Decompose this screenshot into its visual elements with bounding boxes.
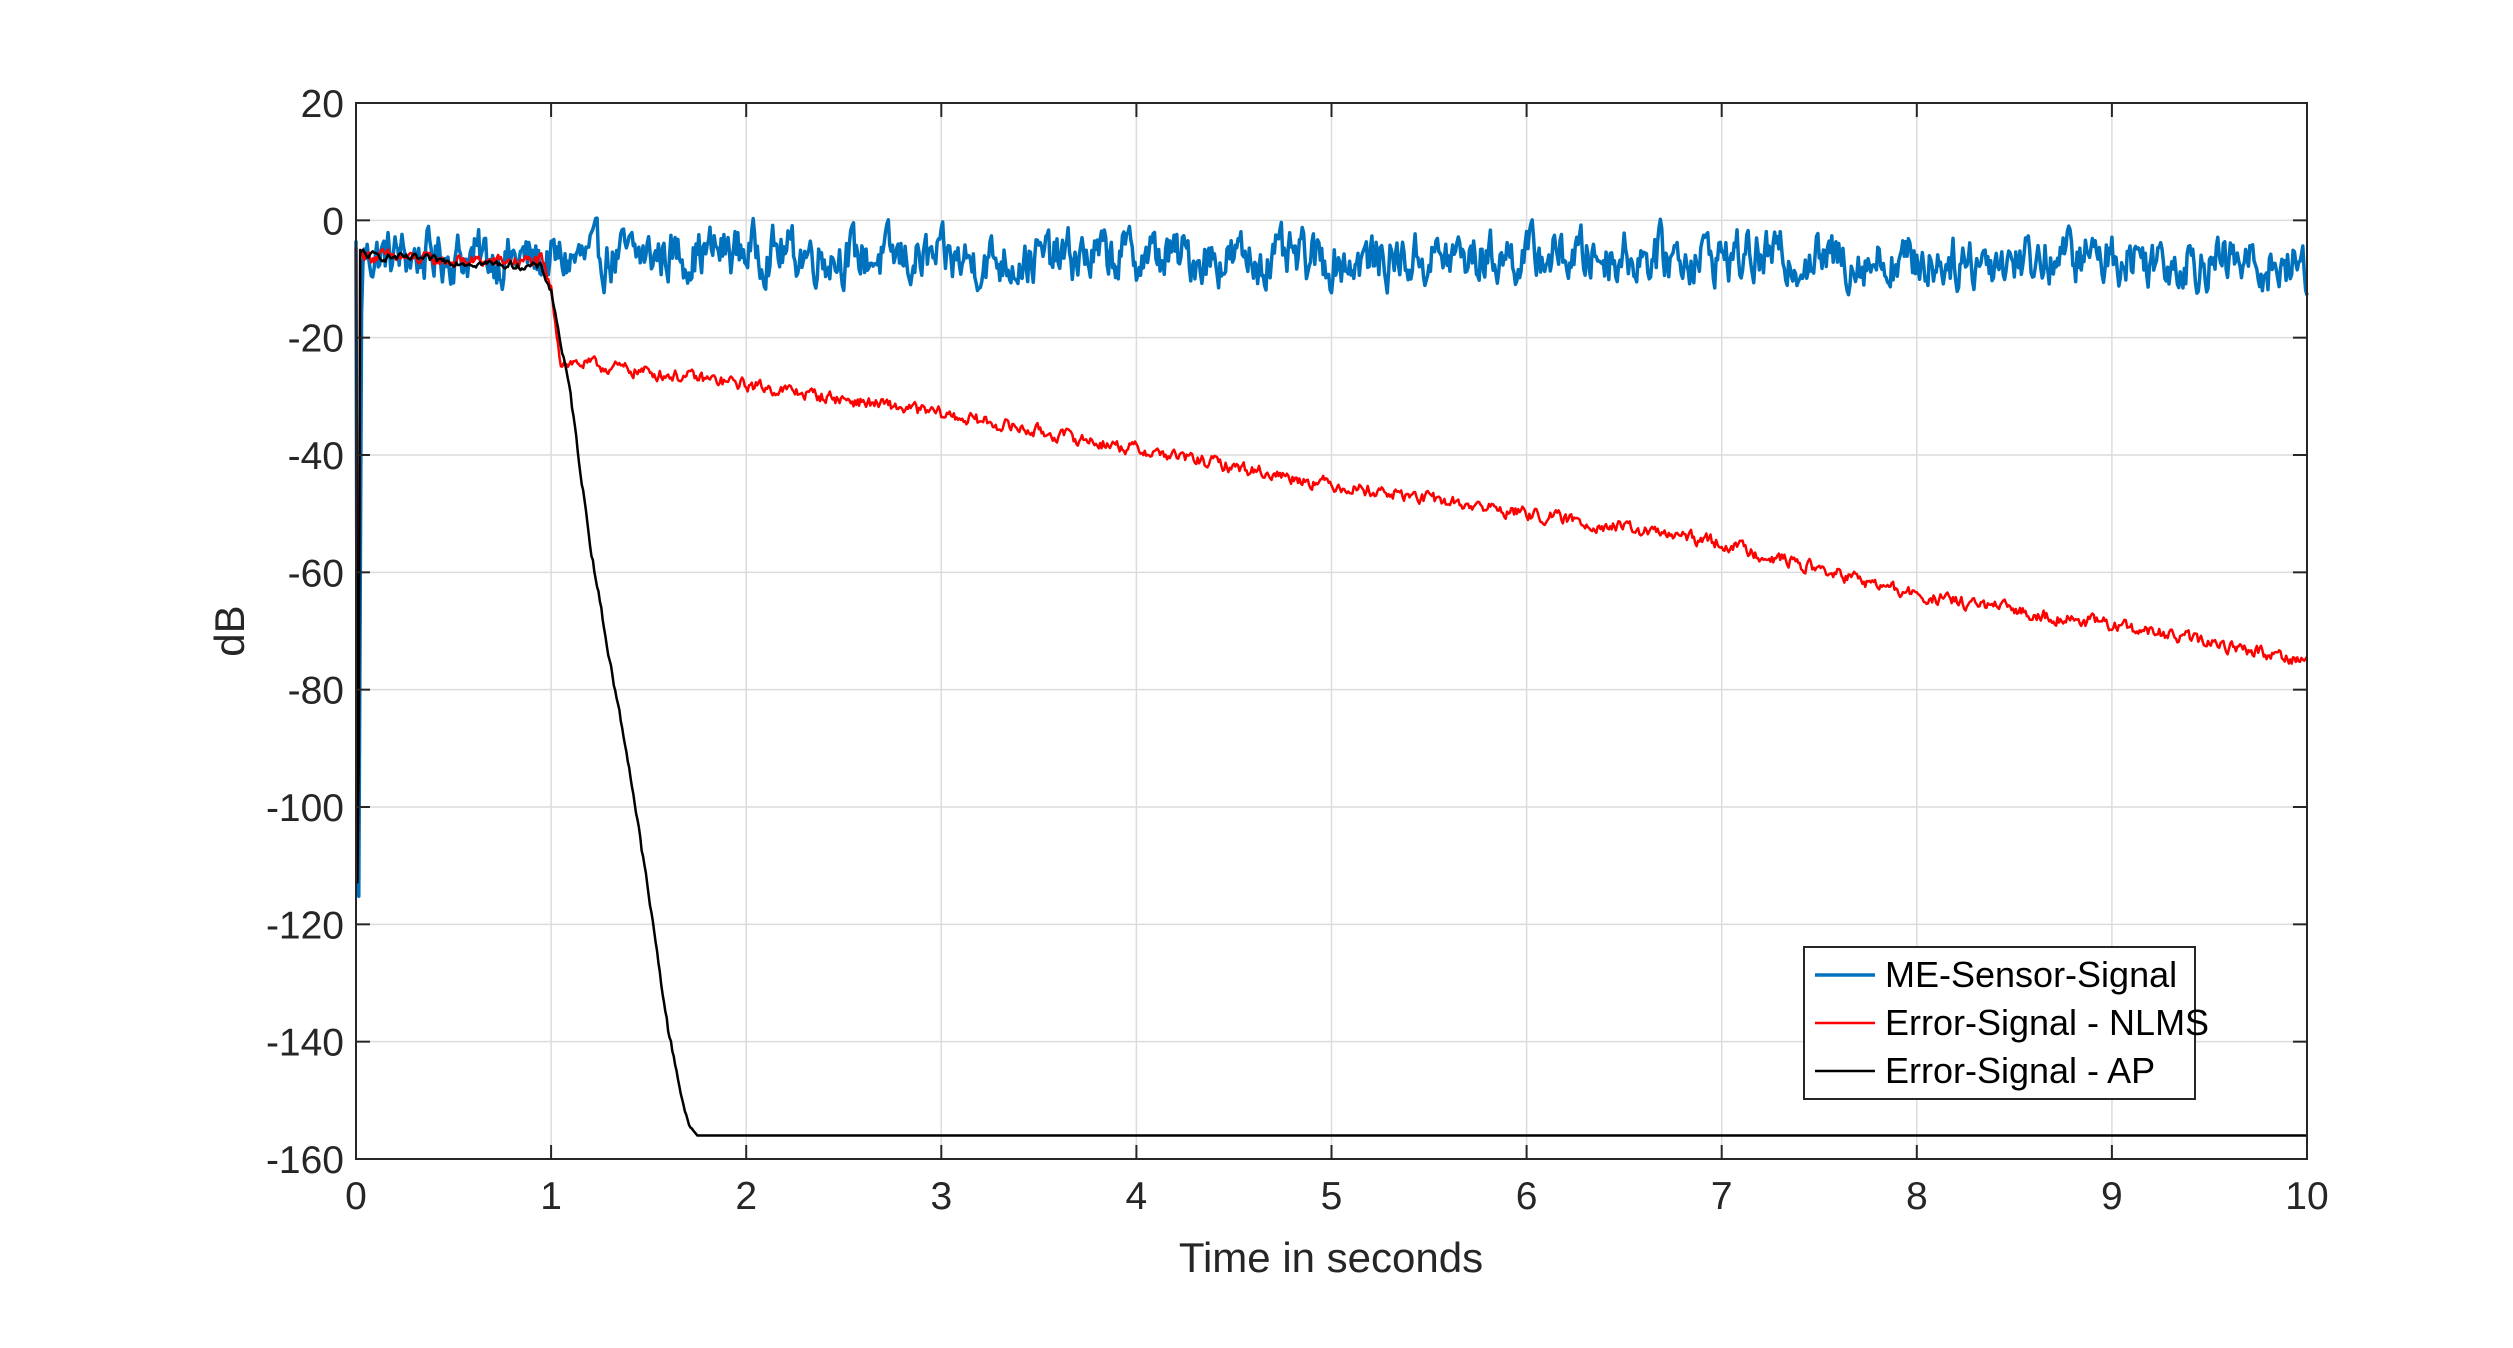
y-tick-label: -80 [288, 670, 344, 713]
series-line-me-sensor-signal [354, 216, 2309, 899]
x-tick-label: 3 [930, 1175, 952, 1218]
x-tick-label: 7 [1711, 1175, 1733, 1218]
legend: ME-Sensor-Signal Error-Signal - NLMS Err… [1803, 946, 2209, 1100]
y-tick-label: 20 [301, 83, 344, 126]
y-tick-label: -100 [266, 787, 344, 830]
x-tick-label: 1 [540, 1175, 562, 1218]
x-tick-label: 6 [1516, 1175, 1538, 1218]
x-tick-label: 8 [1906, 1175, 1928, 1218]
ticks: 0 1 2 3 4 5 6 7 8 9 10 20 0 -20 -40 -60 -80 -100 -120 -140 -… [266, 83, 2329, 1218]
x-tick-label: 0 [345, 1175, 367, 1218]
y-tick-label: -120 [266, 904, 344, 947]
series-line-error-signal-ap [354, 247, 2307, 1137]
x-axis-label: Time in seconds [1179, 1234, 1483, 1281]
legend-label-me-sensor-signal: ME-Sensor-Signal [1885, 954, 2177, 995]
y-tick-label: 0 [322, 200, 344, 243]
x-tick-label: 4 [1126, 1175, 1148, 1218]
legend-label-error-signal-nlms: Error-Signal - NLMS [1885, 1002, 2209, 1043]
y-tick-label: -40 [288, 435, 344, 478]
x-tick-label: 2 [735, 1175, 757, 1218]
x-tick-label: 10 [2285, 1175, 2328, 1218]
series-line-error-signal-nlms [354, 247, 2309, 880]
y-tick-label: -160 [266, 1139, 344, 1182]
y-tick-label: -60 [288, 552, 344, 595]
legend-label-error-signal-ap: Error-Signal - AP [1885, 1050, 2155, 1091]
y-axis-label: dB [206, 605, 253, 656]
y-tick-label: -20 [288, 318, 344, 361]
y-tick-label: -140 [266, 1022, 344, 1065]
x-tick-label: 9 [2101, 1175, 2123, 1218]
series-layer [354, 216, 2309, 1137]
x-tick-label: 5 [1321, 1175, 1343, 1218]
